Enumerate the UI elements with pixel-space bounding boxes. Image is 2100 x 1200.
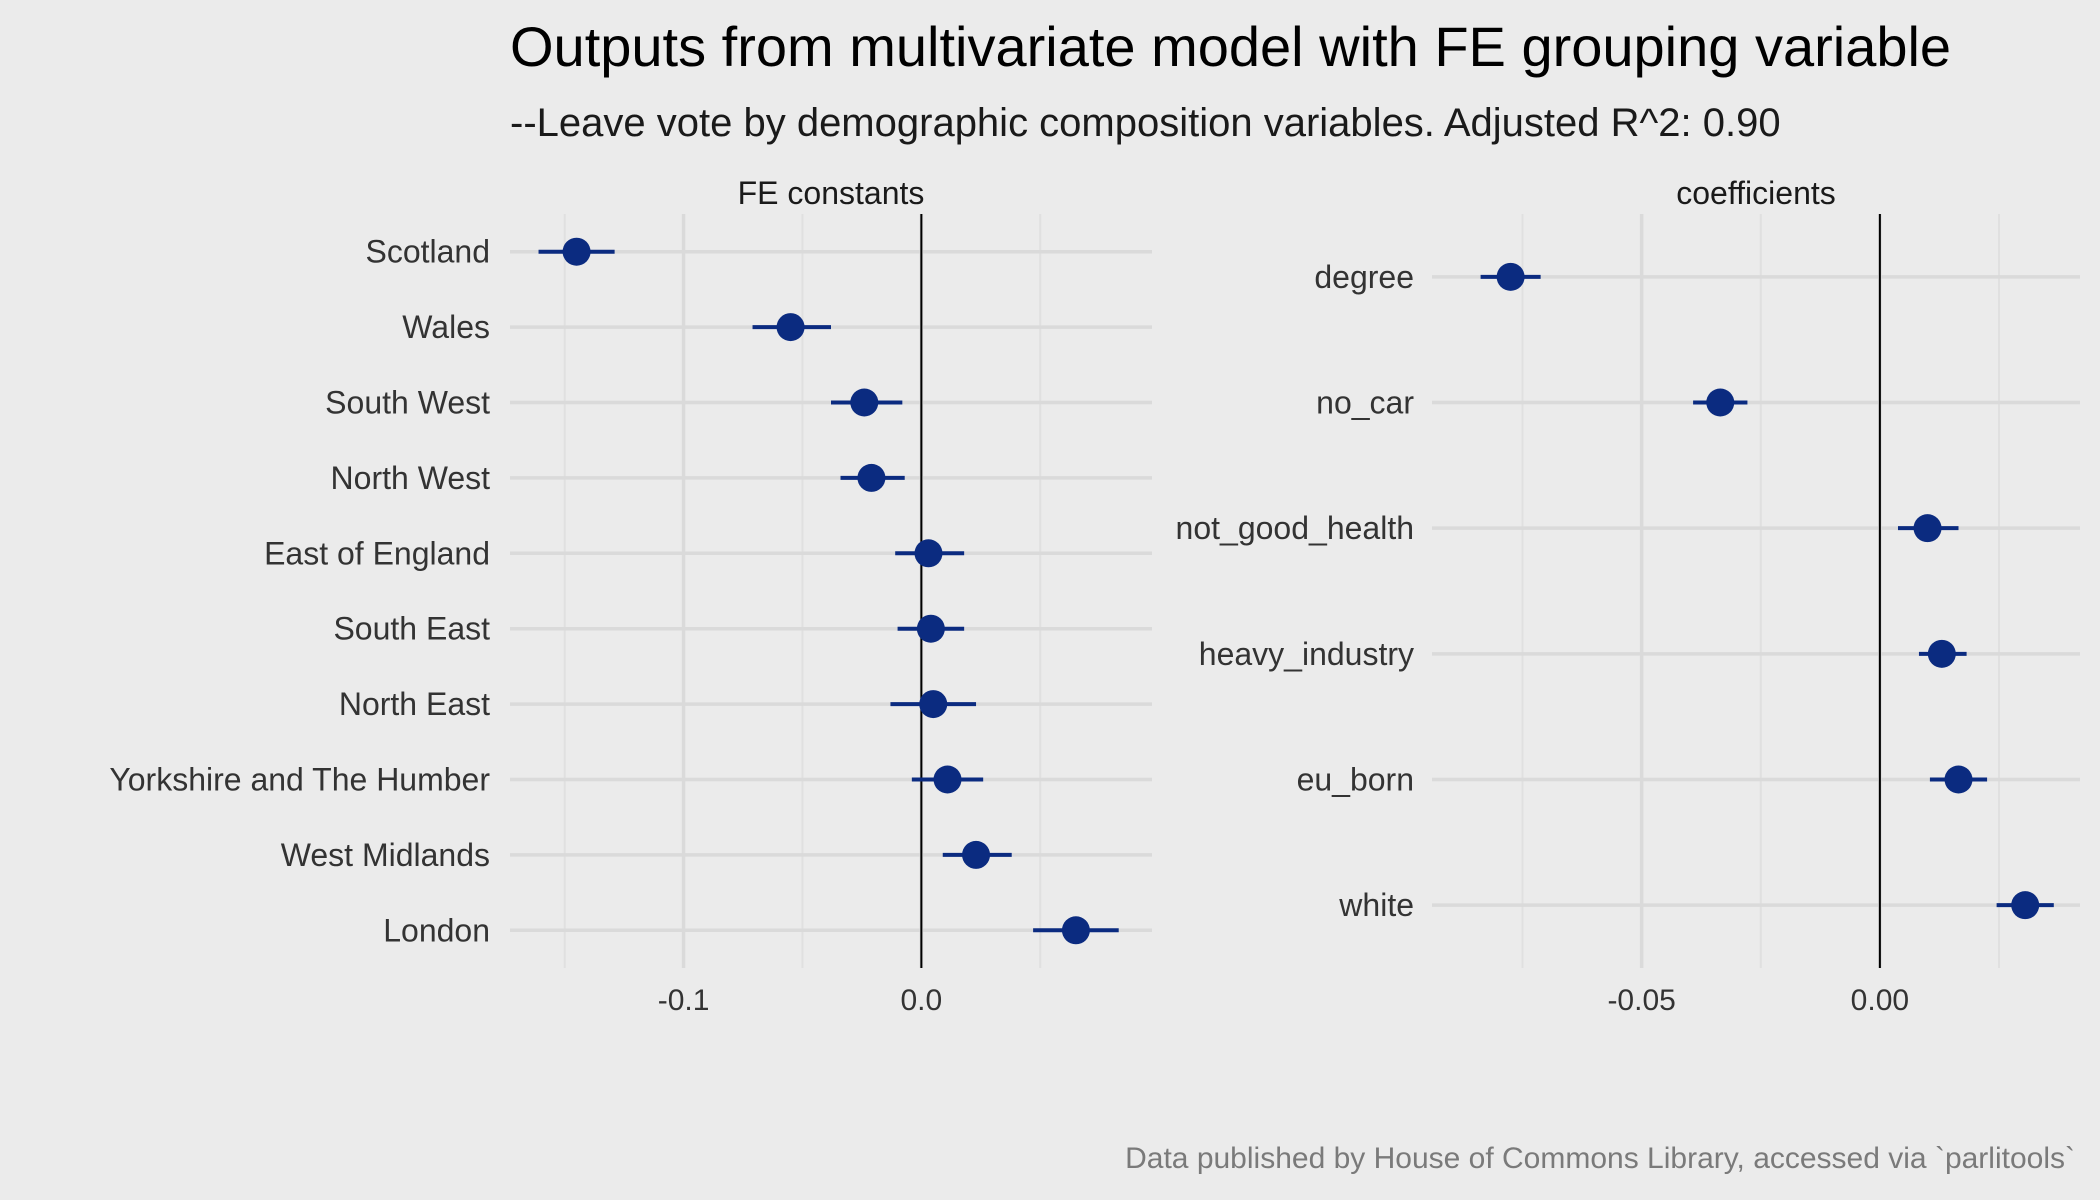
estimate-point: [1927, 639, 1956, 668]
estimate-point: [1944, 765, 1973, 794]
estimate-point: [933, 765, 962, 794]
y-tick-label: South West: [325, 385, 490, 421]
y-tick-label: Scotland: [365, 234, 490, 270]
panel-coefficients: coefficients -0.05 0.00 degree no_car not_go…: [1176, 175, 2080, 1017]
estimate-point: [1706, 388, 1735, 417]
estimate-point: [2011, 891, 2040, 920]
x-tick-label: 0.00: [1851, 984, 1909, 1017]
x-tick-label: -0.05: [1607, 984, 1675, 1017]
y-tick-label: North West: [331, 460, 491, 496]
y-tick-label: Yorkshire and The Humber: [109, 762, 490, 798]
chart-caption: Data published by House of Commons Libra…: [1125, 1142, 2075, 1175]
estimate-point: [857, 463, 886, 492]
chart-title: Outputs from multivariate model with FE …: [510, 15, 1951, 78]
y-tick-label: East of England: [264, 535, 490, 571]
y-tick-label: no_car: [1316, 385, 1414, 421]
x-tick-label: -0.1: [658, 984, 710, 1017]
estimate-point: [1496, 262, 1525, 291]
y-tick-label: white: [1338, 887, 1414, 923]
y-tick-label: North East: [339, 686, 490, 722]
panel-strip-label: FE constants: [738, 175, 925, 211]
y-tick-label: not_good_health: [1176, 510, 1414, 546]
estimate-point: [1061, 916, 1090, 945]
chart-subtitle: --Leave vote by demographic composition …: [510, 101, 1781, 145]
x-tick-label: 0.0: [900, 984, 942, 1017]
y-tick-label: London: [383, 912, 490, 948]
y-tick-label: South East: [333, 611, 490, 647]
estimate-point: [962, 840, 991, 869]
estimate-point: [776, 313, 805, 342]
panel-fe-constants: FE constants -0.1 0.0 Scotland Wales South W…: [109, 175, 1152, 1017]
y-tick-label: heavy_industry: [1199, 636, 1414, 672]
estimate-point: [562, 237, 591, 266]
panel-strip-label: coefficients: [1676, 175, 1836, 211]
y-tick-label: West Midlands: [281, 837, 490, 873]
estimate-point: [1913, 514, 1942, 543]
estimate-point: [919, 690, 948, 719]
estimate-point: [916, 614, 945, 643]
y-tick-label: Wales: [402, 309, 490, 345]
estimate-point: [850, 388, 879, 417]
estimate-point: [914, 539, 943, 568]
y-tick-label: eu_born: [1297, 762, 1414, 798]
y-tick-label: degree: [1314, 259, 1414, 295]
